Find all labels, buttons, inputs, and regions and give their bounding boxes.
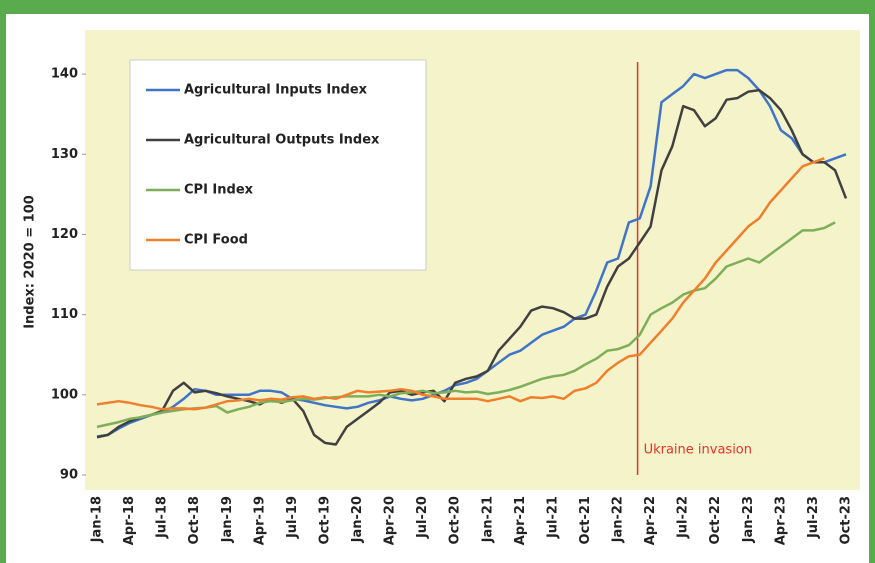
series-line (96, 221, 836, 429)
x-tick-label: Jul-21 (545, 496, 560, 539)
legend-label: Agricultural Outputs Index (184, 133, 380, 148)
y-tick-label: 100 (51, 387, 78, 402)
x-tick-label: Oct-19 (317, 496, 332, 544)
x-tick-label: Jul-20 (415, 496, 430, 539)
y-tick-label: 140 (51, 67, 78, 82)
x-tick-label: Apr-22 (643, 496, 658, 545)
x-tick-label: Jan-23 (741, 496, 756, 543)
x-tick-label: Oct-23 (839, 496, 854, 544)
y-tick-label: 110 (51, 307, 78, 322)
x-tick-label: Oct-21 (578, 496, 593, 544)
y-axis-label: Index: 2020 = 100 (23, 195, 38, 329)
x-tick-label: Apr-18 (122, 496, 137, 545)
x-tick-label: Jul-18 (155, 496, 170, 539)
top-band (0, 0, 875, 14)
x-tick-label: Oct-20 (448, 496, 463, 544)
x-tick-label: Apr-19 (252, 496, 267, 545)
legend-label: Agricultural Inputs Index (184, 83, 368, 98)
legend (129, 59, 427, 271)
x-tick-label: Jan-20 (350, 496, 365, 543)
y-tick-label: 90 (60, 468, 78, 483)
x-tick-label: Jul-19 (285, 496, 300, 539)
x-tick-label: Apr-23 (773, 496, 788, 545)
x-tick-label: Jul-22 (676, 496, 691, 539)
x-tick-label: Jan-22 (611, 496, 626, 543)
right-band (869, 0, 875, 563)
x-tick-label: Oct-22 (708, 496, 723, 544)
x-tick-label: Jan-19 (220, 496, 235, 543)
x-tick-label: Apr-21 (513, 496, 528, 545)
y-tick-label: 130 (51, 147, 78, 162)
x-tick-label: Jan-21 (480, 496, 495, 543)
x-tick-label: Jan-18 (90, 496, 105, 543)
legend-label: CPI Food (184, 233, 248, 248)
annotation-text: Ukraine invasion (644, 443, 752, 458)
x-tick-label: Apr-20 (383, 496, 398, 545)
x-tick-label: Jul-23 (806, 496, 821, 539)
y-tick-label: 120 (51, 227, 78, 242)
x-tick-label: Oct-18 (187, 496, 202, 544)
legend-label: CPI Index (184, 183, 254, 198)
left-band (0, 0, 6, 563)
series-line (96, 88, 848, 446)
series-line (96, 157, 825, 411)
